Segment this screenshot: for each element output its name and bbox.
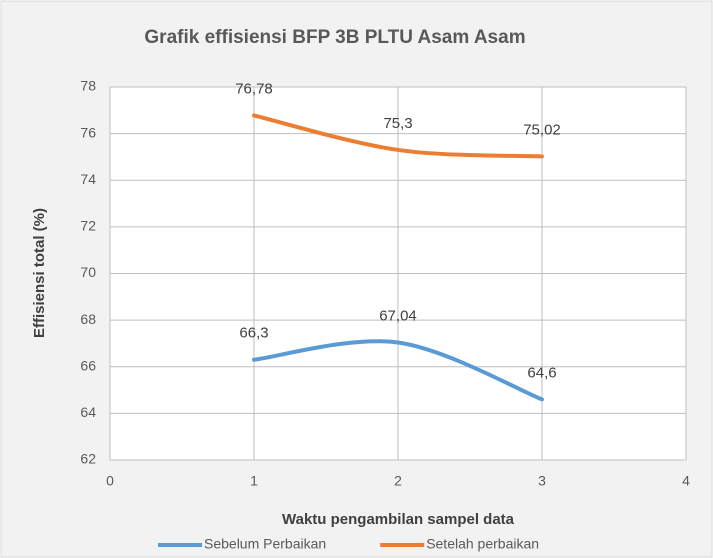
legend-label: Sebelum Perbaikan <box>204 536 326 552</box>
x-tick-label: 2 <box>394 473 402 489</box>
y-tick-label: 62 <box>80 451 96 467</box>
series-line <box>252 113 544 159</box>
y-tick-label: 64 <box>80 404 96 420</box>
data-label: 64,6 <box>527 364 556 381</box>
x-tick-label: 3 <box>538 473 546 489</box>
series-line <box>252 339 544 402</box>
legend-label: Setelah perbaikan <box>426 536 539 552</box>
y-tick-label: 74 <box>80 171 96 187</box>
x-tick-label: 4 <box>682 473 690 489</box>
y-tick-label: 72 <box>80 218 96 234</box>
data-label: 67,04 <box>379 307 417 324</box>
data-label: 76,78 <box>235 80 273 97</box>
y-axis-title: Effisiensi total (%) <box>31 208 48 338</box>
data-label: 66,3 <box>239 325 268 342</box>
y-tick-label: 78 <box>80 78 96 94</box>
data-label: 75,3 <box>383 115 412 132</box>
y-tick-label: 70 <box>80 264 96 280</box>
chart-title: Grafik effisiensi BFP 3B PLTU Asam Asam <box>144 27 525 48</box>
y-tick-label: 76 <box>80 124 96 140</box>
y-tick-label: 66 <box>80 357 96 373</box>
x-tick-label: 1 <box>250 473 258 489</box>
y-tick-label: 68 <box>80 311 96 327</box>
x-tick-label: 0 <box>106 473 114 489</box>
data-label: 75,02 <box>523 121 561 138</box>
x-axis-title: Waktu pengambilan sampel data <box>282 511 515 528</box>
